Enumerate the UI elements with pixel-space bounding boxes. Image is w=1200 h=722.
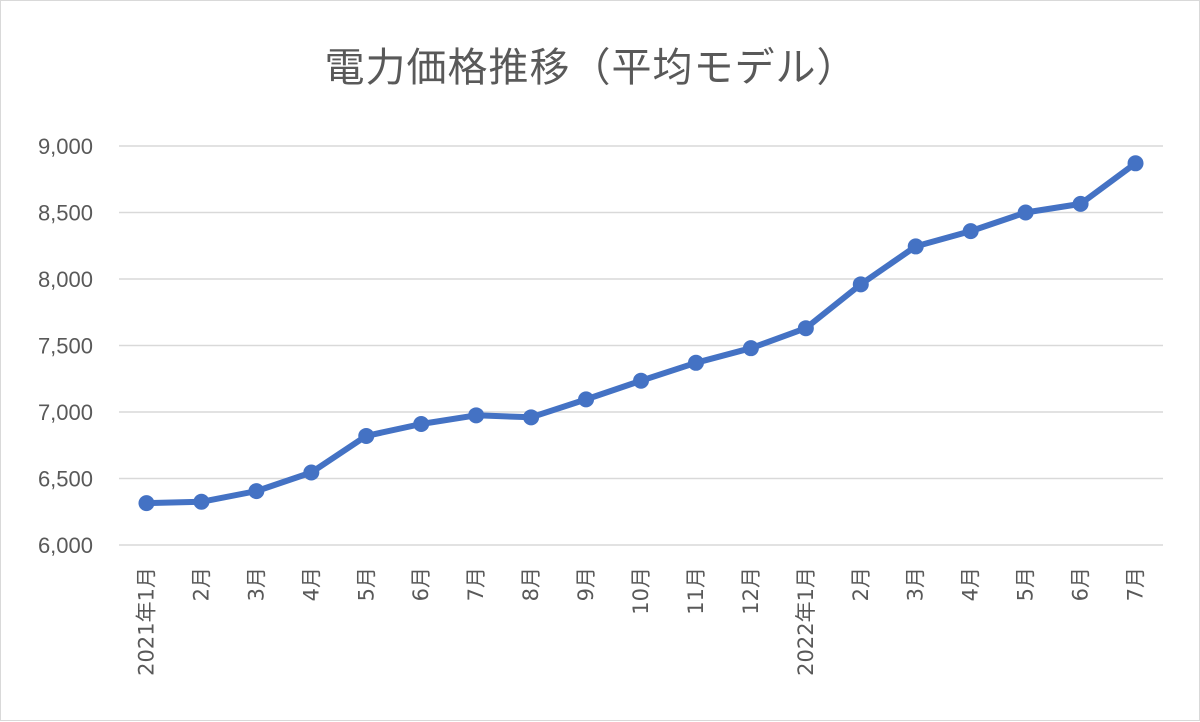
- x-tick-label: 5月: [1014, 567, 1038, 601]
- data-point: [907, 238, 924, 255]
- series-layer: [138, 155, 1144, 512]
- x-tick-label: 8月: [519, 567, 543, 601]
- y-axis-ticks: 6,000 6,500 7,000 7,500 8,000 8,500 9,000: [38, 134, 93, 558]
- x-tick-label: 10月: [629, 567, 653, 615]
- series-line: [143, 160, 1139, 507]
- x-tick-label: 12月: [739, 567, 763, 615]
- data-point: [797, 320, 814, 337]
- data-point: [1072, 195, 1089, 212]
- data-point: [193, 493, 210, 510]
- x-tick-label: 2022年1月: [794, 567, 818, 676]
- x-tick-label: 3月: [904, 567, 928, 601]
- data-point: [358, 427, 375, 444]
- data-point: [687, 354, 704, 371]
- data-point: [962, 223, 979, 240]
- x-tick-label: 7月: [1124, 567, 1148, 601]
- data-point: [413, 415, 430, 432]
- chart-title: 電力価格推移（平均モデル）: [324, 45, 858, 91]
- data-point: [468, 407, 485, 424]
- x-tick-label: 6月: [409, 567, 433, 601]
- data-point: [578, 391, 595, 408]
- x-tick-label: 2021年1月: [134, 567, 158, 676]
- data-point: [523, 409, 540, 426]
- x-tick-label: 3月: [244, 567, 268, 601]
- y-tick-label: 7,000: [38, 400, 93, 425]
- y-tick-label: 6,500: [38, 467, 93, 492]
- data-point: [633, 372, 649, 389]
- data-point: [852, 276, 869, 293]
- data-point: [742, 340, 759, 357]
- x-tick-label: 5月: [354, 567, 378, 601]
- x-tick-label: 11月: [684, 567, 708, 615]
- data-point: [248, 483, 265, 500]
- x-tick-label: 2月: [849, 567, 873, 601]
- x-tick-label: 4月: [299, 567, 323, 601]
- data-point: [1017, 204, 1034, 221]
- x-tick-label: 7月: [464, 567, 488, 601]
- x-tick-label: 4月: [959, 567, 983, 601]
- x-axis-ticks: 2021年1月 2月 3月 4月 5月 6月 7月 8月 9月 10月 11月 12月 2022年1月 2…: [134, 567, 1147, 676]
- data-point: [138, 495, 155, 512]
- x-tick-label: 2月: [189, 567, 213, 601]
- y-tick-label: 8,000: [38, 267, 93, 292]
- y-tick-label: 7,500: [38, 334, 93, 359]
- data-point: [1127, 155, 1144, 172]
- y-tick-label: 8,500: [38, 201, 93, 226]
- y-tick-label: 6,000: [38, 533, 93, 558]
- x-tick-label: 6月: [1069, 567, 1093, 601]
- y-tick-label: 9,000: [38, 134, 93, 159]
- data-point: [303, 464, 320, 481]
- x-tick-label: 9月: [574, 567, 598, 601]
